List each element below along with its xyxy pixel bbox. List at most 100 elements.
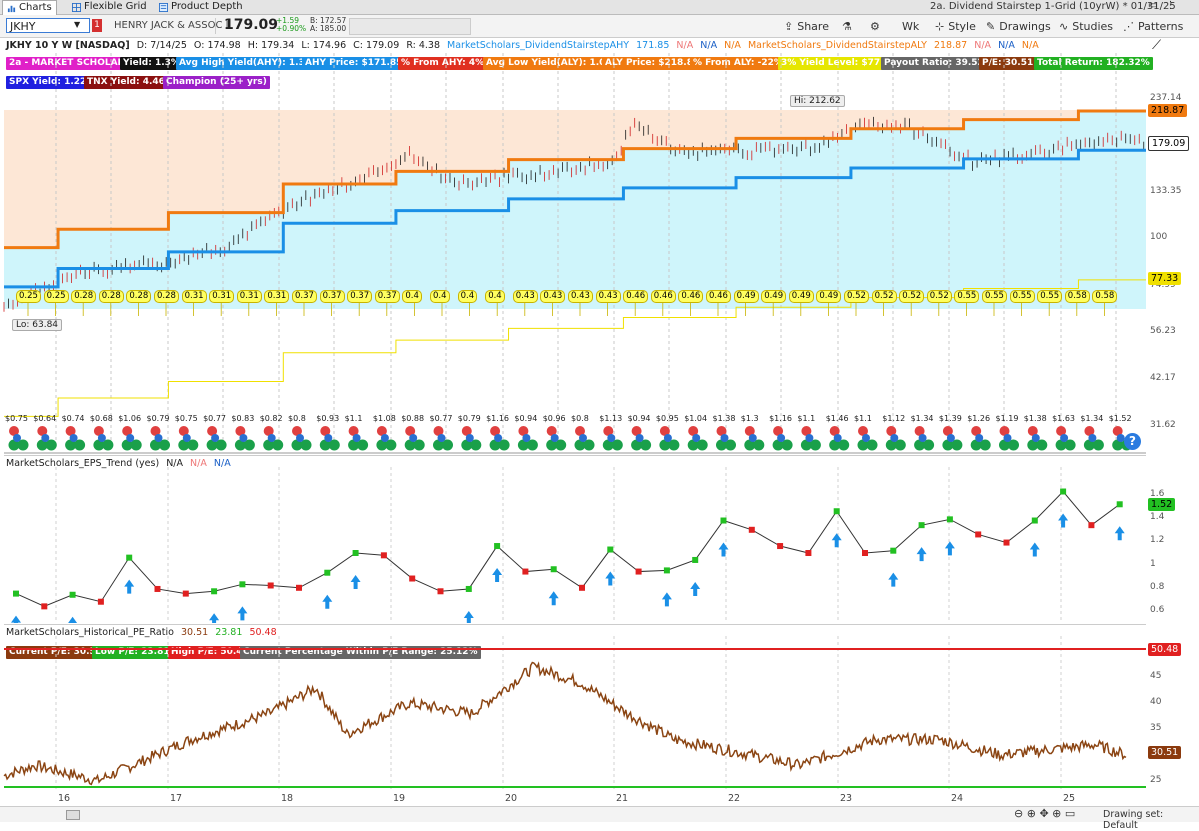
window-controls[interactable]: ▭ ⋮ (1148, 0, 1175, 11)
help-icon[interactable]: ? (1124, 433, 1141, 450)
eps-label: $0.94 (514, 414, 538, 423)
pe-chart[interactable] (0, 624, 1199, 792)
eps-point (522, 568, 529, 575)
dividend-marker-icon (1112, 426, 1123, 436)
up-arrow-icon (718, 542, 729, 557)
timeframe-button[interactable]: Wk (902, 18, 919, 35)
earnings-marker-icon (404, 439, 416, 451)
info-marker-icon (1116, 434, 1125, 442)
chart-info-line: JKHY 10 Y W [NASDAQ] D: 7/14/25 O: 174.9… (6, 40, 1043, 53)
pe-axis-label: 45 (1150, 671, 1162, 682)
last-price-tag: 179.09 (1148, 136, 1190, 151)
flask-button[interactable]: ⚗ (842, 18, 852, 35)
eps-label: $0.75 (174, 414, 198, 423)
earnings-marker-icon (461, 439, 473, 451)
eps-label: $1.1 (344, 414, 363, 423)
eps-point (748, 526, 755, 533)
link-icon[interactable]: 1 (92, 19, 102, 32)
bid-ask: B: 172.57 A: 185.00 (310, 17, 346, 33)
info-marker-icon (182, 434, 191, 442)
pan-icon[interactable]: ✥ (1039, 807, 1049, 820)
change-value: +1.59 (276, 16, 299, 25)
indicator-badge: Avg Low Yield(ALY): 1.06% (483, 57, 624, 70)
info-marker-icon (1060, 434, 1069, 442)
earnings-marker-icon (631, 439, 643, 451)
eps-point (607, 546, 614, 553)
x-tick-label: 24 (951, 793, 964, 804)
gear-icon: ⚙ (870, 20, 880, 33)
tab-flexible-grid[interactable]: Flexible Grid (68, 0, 151, 14)
style-button[interactable]: ⊹ Style (935, 18, 976, 35)
info-marker-icon (522, 434, 531, 442)
tab-product-depth[interactable]: Product Depth (155, 0, 247, 14)
indicator-badge: 3% Yield Level: $77.33 (778, 57, 900, 70)
restore-icon[interactable]: ▭ (1148, 0, 1158, 11)
trade-box[interactable] (349, 18, 471, 35)
earnings-marker-icon (696, 439, 708, 451)
earnings-marker-icon (1008, 439, 1019, 451)
last-price: 179.09 (224, 17, 279, 33)
up-arrow-icon (11, 615, 21, 623)
earnings-marker-icon (942, 439, 954, 451)
window-title: 2a. Dividend Stairstep 1-Grid (10yrW) * … (930, 1, 1176, 12)
info-marker-icon (862, 434, 870, 442)
earnings-marker-icon (272, 439, 284, 451)
eps-point (550, 566, 557, 573)
up-arrow-icon (831, 533, 842, 548)
more-icon[interactable]: ⋮ (1165, 0, 1176, 11)
eps-point (975, 531, 982, 538)
price-axis-label: 237.14 (1150, 93, 1182, 103)
eps-label: $0.8 (288, 414, 306, 423)
zoom-in-icon[interactable]: ⊕ (1026, 807, 1036, 820)
patterns-button[interactable]: ⋰ Patterns (1123, 18, 1183, 35)
info-marker-icon (97, 434, 106, 442)
scroll-handle[interactable] (66, 810, 80, 820)
pe-axis-label: 25 (1150, 774, 1162, 785)
dividend-pill: 0.25 (43, 290, 69, 303)
x-tick-label: 18 (281, 793, 294, 804)
dividend-pill: 0.4 (430, 290, 450, 303)
bar-high: H: 179.34 (247, 40, 295, 51)
chevron-down-icon[interactable]: ▼ (74, 20, 81, 29)
eps-chart[interactable] (0, 455, 1199, 623)
eps-label: $0.96 (542, 414, 566, 423)
dividend-pill: 0.4 (402, 290, 422, 303)
share-button[interactable]: ⇪ Share (784, 18, 829, 35)
dividend-pill: 0.43 (595, 290, 621, 303)
eps-label: $0.77 (429, 414, 453, 423)
dividend-marker-icon (716, 426, 727, 436)
eps-point (946, 516, 953, 523)
collapse-icon[interactable]: ⟋ (1152, 38, 1162, 53)
eps-label: $1.13 (599, 414, 623, 423)
earnings-marker-icon (348, 439, 360, 451)
crosshair-icon[interactable]: ⊕ (1052, 807, 1062, 820)
earnings-marker-icon (328, 439, 340, 451)
eps-point (69, 591, 76, 598)
eps-point (41, 603, 48, 610)
symbol-input[interactable]: JKHY (6, 18, 90, 33)
earnings-marker-icon (640, 439, 652, 451)
info-marker-icon (550, 434, 559, 442)
earnings-marker-icon (1112, 439, 1124, 451)
settings-button[interactable]: ⚙ (870, 18, 880, 35)
x-tick-label: 22 (728, 793, 741, 804)
drawings-button[interactable]: ✎ Drawings (986, 18, 1051, 35)
info-marker-icon (975, 434, 984, 442)
price-chart[interactable] (0, 53, 1199, 455)
zoom-controls[interactable]: ⊖ ⊕ ✥ ⊕ ▭ (1014, 807, 1075, 820)
pe-ratio-line (3, 661, 1127, 786)
earnings-marker-icon (668, 439, 680, 451)
studies-button[interactable]: ∿ Studies (1059, 18, 1113, 35)
info-marker-icon (1003, 434, 1012, 442)
fit-icon[interactable]: ▭ (1064, 807, 1076, 820)
dividend-marker-icon (575, 426, 585, 436)
eps-label: $1.12 (882, 414, 906, 423)
tab-charts[interactable]: Charts (2, 0, 57, 15)
zoom-out-icon[interactable]: ⊖ (1014, 807, 1024, 820)
earnings-marker-icon (74, 439, 86, 451)
dividend-pill: 0.58 (1064, 290, 1090, 303)
ahy-na: N/A (676, 40, 694, 51)
earnings-marker-icon (1092, 439, 1104, 451)
earnings-marker-icon (857, 439, 869, 451)
dividend-marker-icon (659, 426, 670, 436)
